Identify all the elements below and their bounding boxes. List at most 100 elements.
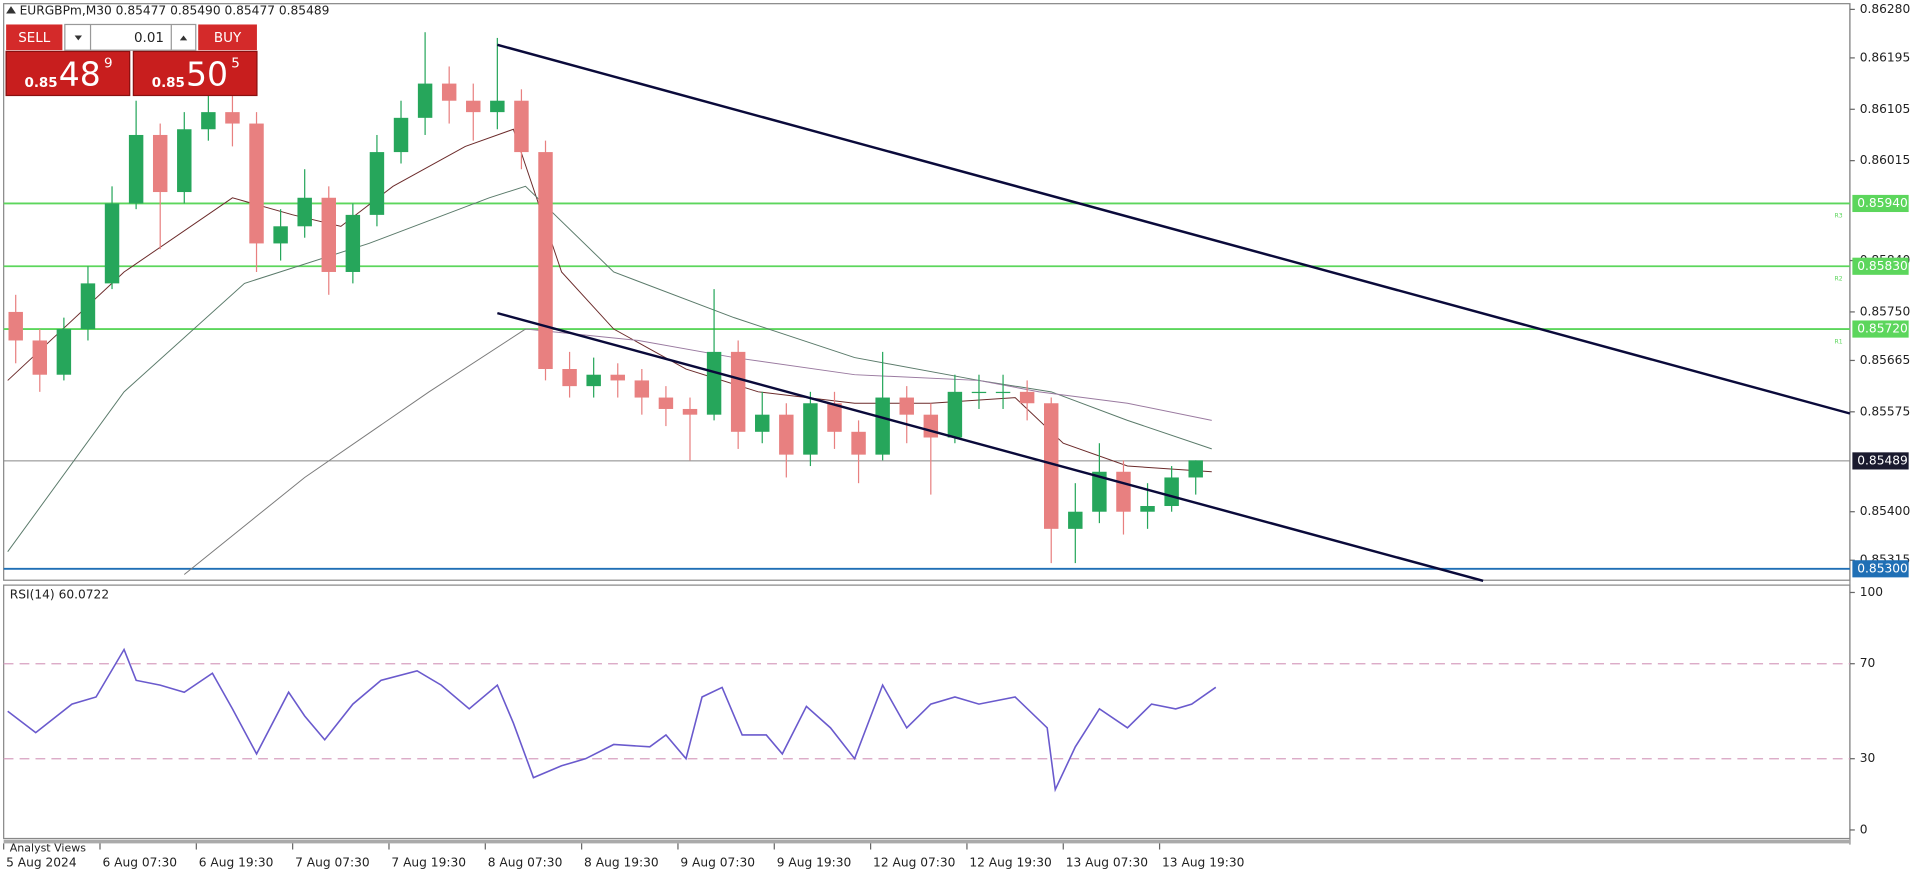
x-tick-label: 7 Aug 19:30 <box>391 855 466 869</box>
candle-body <box>971 391 987 394</box>
x-tick-label: 9 Aug 19:30 <box>777 855 852 869</box>
trend-line <box>497 311 1484 583</box>
trend-line <box>497 43 1851 415</box>
level-label-box <box>1852 194 1909 213</box>
candle-body <box>1188 460 1203 478</box>
candle-body <box>538 152 553 370</box>
y-tick-label: 0.85665 <box>1860 353 1911 367</box>
y-tick-label: 0 <box>1860 822 1868 836</box>
candle-body <box>803 403 818 455</box>
candle-body <box>610 374 625 381</box>
x-tick-label: 12 Aug 19:30 <box>969 855 1051 869</box>
x-tick-label: 7 Aug 07:30 <box>295 855 370 869</box>
y-tick-label: 100 <box>1860 585 1883 599</box>
candle-body <box>1043 403 1059 529</box>
candle-body <box>875 397 890 455</box>
candle-body <box>514 100 529 153</box>
lot-down[interactable] <box>74 35 82 41</box>
lot-up[interactable] <box>179 35 188 41</box>
y-tick-label: 30 <box>1860 751 1876 765</box>
chart-title: EURGBPm,M30 0.85477 0.85490 0.85477 0.85… <box>20 4 330 18</box>
moving-average <box>7 128 1212 473</box>
candle-body <box>899 397 914 415</box>
moving-average <box>525 328 1212 421</box>
footer-tab: Analyst Views <box>10 841 86 854</box>
ask-big: 50 <box>186 54 228 93</box>
candle-body <box>851 431 866 455</box>
plot: 0.862800.861950.861050.860150.858400.857… <box>3 2 1911 869</box>
x-tick-label: 9 Aug 07:30 <box>680 855 755 869</box>
candle-body <box>273 226 288 244</box>
candle-body <box>755 414 770 432</box>
x-tick-label: 12 Aug 07:30 <box>873 855 955 869</box>
candle-body <box>779 414 794 455</box>
lot-value[interactable]: 0.01 <box>134 31 164 46</box>
candle-body <box>466 100 481 113</box>
candle-body <box>104 203 120 284</box>
y-tick-label: 0.85575 <box>1860 404 1911 418</box>
level-name: R2 <box>1834 275 1842 282</box>
bid-big: 48 <box>59 54 101 93</box>
candle-body <box>201 112 216 130</box>
candle-body <box>321 197 336 272</box>
buy-label[interactable]: BUY <box>214 31 242 46</box>
sell-label[interactable]: SELL <box>18 31 51 46</box>
candle-body <box>128 134 144 204</box>
y-tick-label: 70 <box>1860 656 1876 670</box>
candle-body <box>658 397 674 409</box>
candle-body <box>490 100 505 113</box>
y-tick-label: 0.85400 <box>1860 504 1911 518</box>
candle-body <box>80 283 96 330</box>
level-name: R1 <box>1834 338 1842 345</box>
level-name: R3 <box>1834 213 1842 220</box>
level-label: 0.85830 <box>1857 259 1908 273</box>
collapse-icon <box>6 6 16 14</box>
rsi-title: RSI(14) 60.0722 <box>10 587 109 601</box>
bottom-bar <box>3 839 1850 844</box>
lot-box[interactable] <box>64 23 197 51</box>
sell-button[interactable] <box>6 24 63 51</box>
candle-body <box>345 214 361 272</box>
bid-box[interactable] <box>5 50 131 97</box>
candle-body <box>417 83 433 118</box>
candle-body <box>32 340 48 375</box>
candle-body <box>995 391 1011 394</box>
candle-body <box>562 369 577 387</box>
x-tick-label: 8 Aug 19:30 <box>584 855 659 869</box>
level-label-box <box>1852 560 1909 578</box>
candle-body <box>923 414 939 438</box>
buy-button[interactable] <box>198 24 257 51</box>
level-label-box <box>1852 257 1909 275</box>
candle-body <box>947 391 963 438</box>
candle-body <box>297 197 312 227</box>
x-tick-label: 13 Aug 07:30 <box>1066 855 1148 869</box>
ask-prefix: 0.85 <box>152 76 185 91</box>
candle-body <box>1140 506 1155 512</box>
candle-body <box>1116 471 1131 512</box>
current-price-box <box>1852 452 1909 470</box>
y-tick-label: 0.86015 <box>1860 153 1911 167</box>
moving-average <box>183 328 526 575</box>
candle-body <box>225 112 240 124</box>
overlay-ui: EURGBPm,M30 0.85477 0.85490 0.85477 0.85… <box>5 4 330 854</box>
candle-body <box>586 374 601 387</box>
y-tick-label: 0.86105 <box>1860 102 1911 116</box>
x-tick-label: 8 Aug 07:30 <box>488 855 563 869</box>
candle-body <box>8 311 23 341</box>
rsi-line <box>7 647 1217 793</box>
level-label: 0.85300 <box>1857 561 1908 575</box>
candle-body <box>1164 477 1179 507</box>
y-tick-label: 0.85750 <box>1860 304 1911 318</box>
candle-body <box>682 408 698 415</box>
x-tick-label: 6 Aug 07:30 <box>102 855 177 869</box>
candle-body <box>706 351 722 415</box>
bid-prefix: 0.85 <box>24 76 57 91</box>
x-tick-label: 6 Aug 19:30 <box>199 855 274 869</box>
x-tick-label: 5 Aug 2024 <box>6 855 77 869</box>
candle-body <box>249 123 264 244</box>
candle-body <box>1068 511 1083 529</box>
ask-box[interactable] <box>132 50 258 97</box>
level-label: 0.85940 <box>1857 196 1908 210</box>
